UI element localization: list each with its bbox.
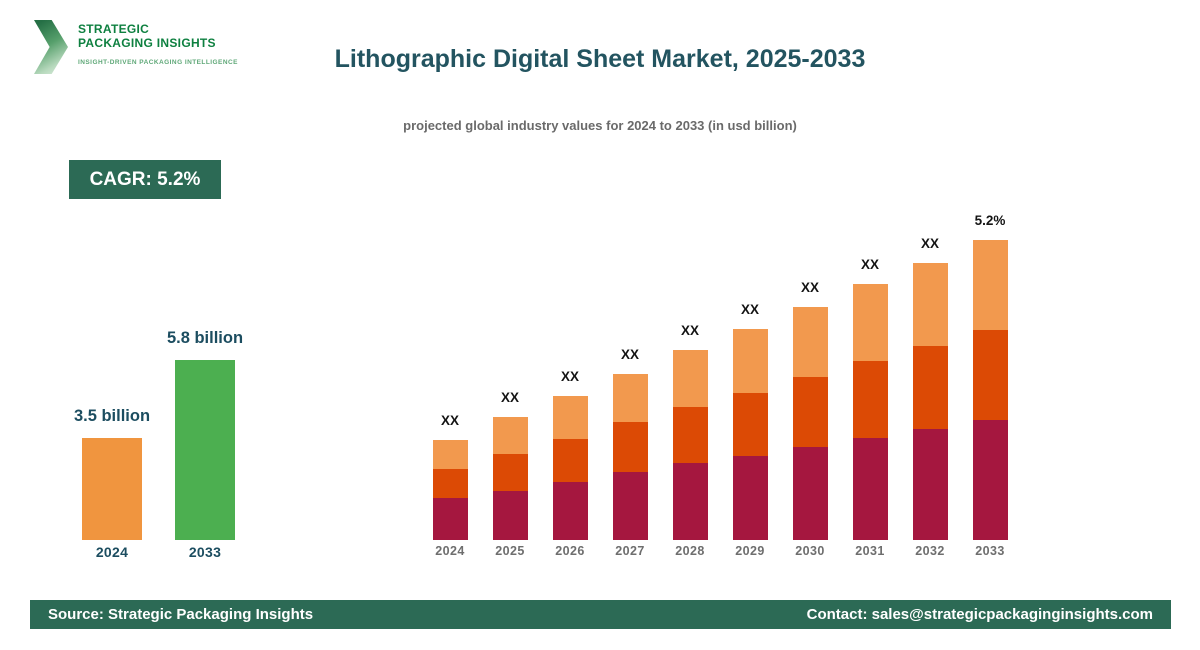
stacked-bar-chart: XX 2024 XX 2025 XX 2026 XX 2027 XX 2028 XX 2029 XX 20…: [407, 190, 1027, 558]
footer-source: Source: Strategic Packaging Insights: [48, 606, 314, 623]
bar-year-label: 2027: [615, 544, 645, 558]
bar-segment-middle: [912, 346, 948, 429]
bar-year-label: 2024: [435, 544, 465, 558]
logo-line-1: STRATEGIC: [78, 22, 150, 36]
bar-year-label: 2028: [675, 544, 705, 558]
bar-segment-middle: [792, 377, 828, 447]
bar-segment-bottom: [732, 456, 768, 540]
bar-segment-top: [912, 263, 948, 346]
stacked-bar-column: XX 2030: [780, 280, 840, 558]
stacked-bar-column: XX 2027: [600, 347, 660, 558]
stacked-bar-column: 5.2% 2033: [960, 213, 1020, 558]
mini-bar: [175, 360, 235, 540]
bar-stack: [432, 440, 468, 540]
bar-year-label: 2031: [855, 544, 885, 558]
bar-value-label: XX: [800, 280, 819, 295]
mini-comparison-chart: 3.5 billion 2024 5.8 billion 2033: [70, 320, 250, 570]
bar-segment-top: [732, 329, 768, 393]
bar-value-label: XX: [500, 390, 519, 405]
bar-stack: [792, 307, 828, 540]
mini-chart-column: 3.5 billion 2024: [73, 407, 151, 560]
bar-segment-bottom: [972, 420, 1008, 540]
bar-segment-bottom: [612, 472, 648, 540]
stacked-bar-column: XX 2026: [540, 369, 600, 558]
bar-segment-top: [852, 284, 888, 361]
bar-value-label: XX: [620, 347, 639, 362]
mini-bar-value-label: 5.8 billion: [166, 329, 244, 347]
bar-segment-middle: [972, 330, 1008, 420]
bar-segment-bottom: [852, 438, 888, 540]
bar-segment-middle: [852, 361, 888, 438]
bar-segment-top: [972, 240, 1008, 330]
mini-bar-year-label: 2033: [188, 544, 222, 560]
footer-contact: Contact: sales@strategicpackaginginsight…: [806, 606, 1153, 623]
mini-bar-value-label: 3.5 billion: [73, 407, 151, 425]
bar-segment-top: [672, 350, 708, 407]
footer-bar: Source: Strategic Packaging Insights Con…: [30, 600, 1171, 629]
bar-year-label: 2026: [555, 544, 585, 558]
stacked-bar-column: XX 2025: [480, 390, 540, 558]
bar-segment-bottom: [912, 429, 948, 540]
bar-value-label: XX: [680, 323, 699, 338]
mini-bar: [82, 438, 142, 540]
bar-segment-middle: [612, 422, 648, 472]
bar-year-label: 2032: [915, 544, 945, 558]
bar-segment-bottom: [792, 447, 828, 540]
stacked-bar-column: XX 2032: [900, 236, 960, 558]
bar-segment-top: [612, 374, 648, 422]
logo-line-2: PACKAGING INSIGHTS: [78, 36, 216, 51]
bar-segment-bottom: [672, 463, 708, 540]
bar-stack: [612, 374, 648, 540]
bar-segment-top: [492, 417, 528, 454]
bar-segment-bottom: [432, 498, 468, 540]
mini-bar-year-label: 2024: [95, 544, 129, 560]
stacked-bar-column: XX 2024: [420, 413, 480, 558]
bar-segment-top: [792, 307, 828, 377]
bar-stack: [552, 396, 588, 540]
logo-tagline: INSIGHT-DRIVEN PACKAGING INTELLIGENCE: [78, 59, 238, 67]
cagr-annotation-label: 5.2%: [974, 213, 1006, 228]
bar-segment-middle: [672, 407, 708, 463]
bar-segment-top: [432, 440, 468, 469]
bar-value-label: XX: [560, 369, 579, 384]
bar-value-label: XX: [440, 413, 459, 428]
bar-year-label: 2025: [495, 544, 525, 558]
bar-stack: [732, 329, 768, 540]
bar-stack: [672, 350, 708, 540]
bar-stack: [912, 263, 948, 540]
bar-value-label: XX: [740, 302, 759, 317]
stacked-bar-column: XX 2028: [660, 323, 720, 558]
bar-year-label: 2033: [975, 544, 1005, 558]
company-logo: STRATEGIC PACKAGING INSIGHTS INSIGHT-DRI…: [34, 14, 264, 84]
bar-segment-middle: [492, 454, 528, 491]
bar-segment-top: [552, 396, 588, 439]
stacked-bar-column: XX 2031: [840, 257, 900, 558]
cagr-badge: CAGR: 5.2%: [69, 160, 221, 199]
bar-segment-middle: [432, 469, 468, 498]
bar-value-label: XX: [860, 257, 879, 272]
logo-text: STRATEGIC PACKAGING INSIGHTS INSIGHT-DRI…: [78, 22, 238, 66]
bar-year-label: 2029: [735, 544, 765, 558]
bar-year-label: 2030: [795, 544, 825, 558]
stacked-bar-column: XX 2029: [720, 302, 780, 558]
bar-stack: [492, 417, 528, 540]
bar-segment-middle: [732, 393, 768, 456]
mini-chart-column: 5.8 billion 2033: [166, 329, 244, 560]
bar-stack: [852, 284, 888, 540]
page-subtitle: projected global industry values for 202…: [403, 118, 797, 133]
chevron-logo-icon: [34, 20, 68, 74]
bar-segment-middle: [552, 439, 588, 482]
bar-value-label: XX: [920, 236, 939, 251]
bar-stack: [972, 240, 1008, 540]
page-title: Lithographic Digital Sheet Market, 2025-…: [334, 45, 866, 73]
bar-segment-bottom: [492, 491, 528, 540]
bar-segment-bottom: [552, 482, 588, 540]
